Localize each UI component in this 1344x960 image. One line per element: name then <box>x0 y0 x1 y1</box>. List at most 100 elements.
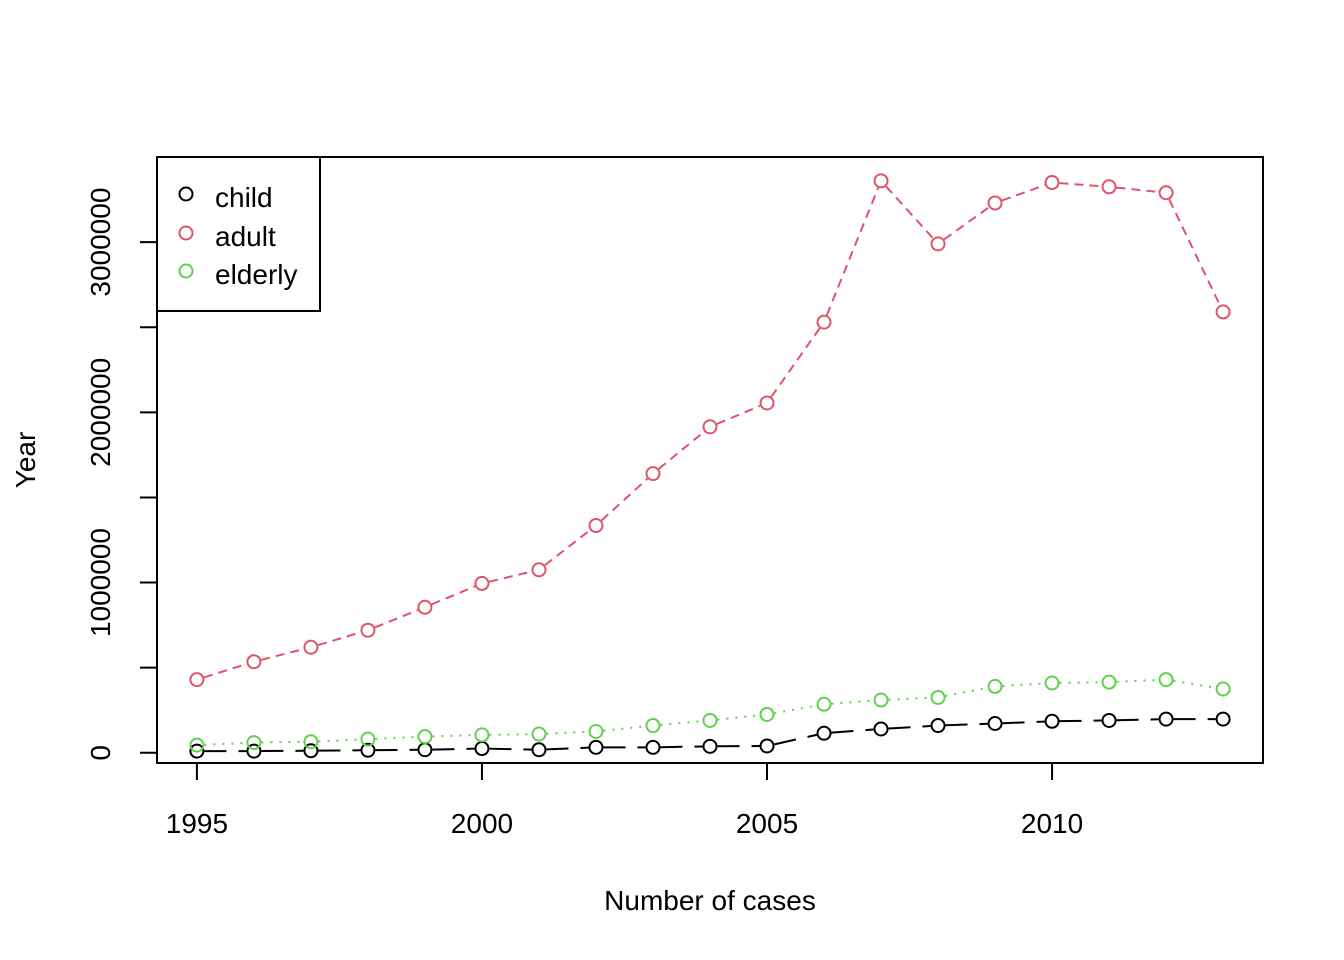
series-child-segment <box>888 724 931 730</box>
series-elderly-segment <box>204 741 247 746</box>
series-adult-segment <box>489 570 532 583</box>
series-adult-segment <box>1168 199 1221 306</box>
series-child-segment <box>831 728 874 734</box>
data-point-child <box>1101 712 1117 728</box>
data-point-child <box>246 743 262 759</box>
data-point-adult <box>873 173 889 189</box>
plot-frame <box>156 156 1264 764</box>
data-point-elderly <box>474 727 490 743</box>
series-elderly-segment <box>1116 678 1159 683</box>
series-adult-segment <box>658 430 705 470</box>
data-point-elderly <box>645 718 661 734</box>
series-elderly-segment <box>261 740 304 744</box>
y-tick-label: 3000000 <box>85 188 116 297</box>
data-point-adult <box>1101 179 1117 195</box>
data-point-child <box>1158 711 1174 727</box>
series-elderly-segment <box>888 696 931 701</box>
legend-marker-elderly <box>178 263 194 279</box>
y-axis: 0 1000000 2000000 3000000 <box>85 188 158 761</box>
series-child-segment <box>1116 718 1159 722</box>
data-point-elderly <box>987 678 1003 694</box>
data-point-elderly <box>873 692 889 708</box>
data-point-child <box>417 742 433 758</box>
data-point-elderly <box>759 706 775 722</box>
series-elderly <box>189 672 1231 753</box>
series-elderly-segment <box>1059 681 1102 684</box>
data-point-child <box>1215 711 1231 727</box>
data-point-elderly <box>246 735 262 751</box>
series-elderly-segment <box>375 735 418 740</box>
legend-marker-child <box>178 186 194 202</box>
series-child-segment <box>1059 719 1102 723</box>
series-elderly-segment <box>603 725 646 732</box>
data-point-elderly <box>1158 672 1174 688</box>
series-adult-segment <box>1116 186 1159 193</box>
data-point-child <box>189 743 205 759</box>
series-adult-segment <box>374 609 419 629</box>
data-point-elderly <box>303 734 319 750</box>
data-point-elderly <box>360 731 376 747</box>
data-point-child <box>474 741 490 757</box>
data-point-child <box>873 721 889 737</box>
data-point-elderly <box>816 696 832 712</box>
data-point-child <box>1044 713 1060 729</box>
data-point-adult <box>816 314 832 330</box>
legend-box <box>156 156 321 312</box>
data-point-adult <box>645 466 661 482</box>
data-point-child <box>930 718 946 734</box>
series-elderly-segment <box>546 730 589 735</box>
data-point-adult <box>930 236 946 252</box>
data-point-elderly <box>1215 681 1231 697</box>
series-adult-segment <box>1001 184 1046 202</box>
data-point-elderly <box>588 724 604 740</box>
data-point-adult <box>1158 185 1174 201</box>
series-adult-segment <box>716 404 761 425</box>
data-point-child <box>531 742 547 758</box>
series-child-segment <box>489 747 532 751</box>
series-child-segment <box>1002 720 1045 725</box>
data-point-adult <box>189 672 205 688</box>
data-point-child <box>360 742 376 758</box>
series-adult-segment <box>600 477 649 522</box>
data-point-adult <box>1215 304 1231 320</box>
series-adult <box>189 173 1231 688</box>
data-point-adult <box>1044 175 1060 191</box>
series-elderly-segment <box>717 714 760 721</box>
series-child-segment <box>546 746 589 751</box>
series-elderly-segment <box>831 699 874 705</box>
legend-label-elderly: elderly <box>215 259 297 290</box>
data-point-elderly <box>930 689 946 705</box>
data-point-adult <box>987 195 1003 211</box>
data-point-adult <box>702 419 718 435</box>
data-point-adult <box>759 395 775 411</box>
series-layer <box>189 173 1231 759</box>
data-point-child <box>588 739 604 755</box>
x-tick-label: 2005 <box>736 808 798 839</box>
data-point-elderly <box>189 737 205 753</box>
data-point-child <box>645 739 661 755</box>
series-elderly-segment <box>660 720 703 726</box>
series-elderly-segment <box>432 734 475 738</box>
series-adult-segment <box>544 529 591 566</box>
series-adult-segment <box>943 206 990 241</box>
x-tick-label: 2000 <box>451 808 513 839</box>
data-point-elderly <box>531 726 547 742</box>
y-tick-label: 1000000 <box>85 528 116 637</box>
series-adult-segment <box>203 663 248 679</box>
x-axis-title: Number of cases <box>604 885 816 916</box>
series-elderly-segment <box>489 733 532 736</box>
data-point-elderly <box>1101 674 1117 690</box>
y-axis-title: Year <box>10 432 41 489</box>
series-child <box>189 711 1231 759</box>
legend-marker-adult <box>178 225 194 241</box>
series-adult-segment <box>770 327 821 398</box>
series-child-segment <box>432 747 475 751</box>
series-adult-segment <box>825 187 880 316</box>
data-point-elderly <box>1044 675 1060 691</box>
data-point-adult <box>588 518 604 534</box>
data-point-adult <box>303 639 319 655</box>
series-child-segment <box>774 733 817 746</box>
x-axis: 1995 2000 2005 2010 <box>166 762 1083 839</box>
series-adult-segment <box>885 185 934 239</box>
